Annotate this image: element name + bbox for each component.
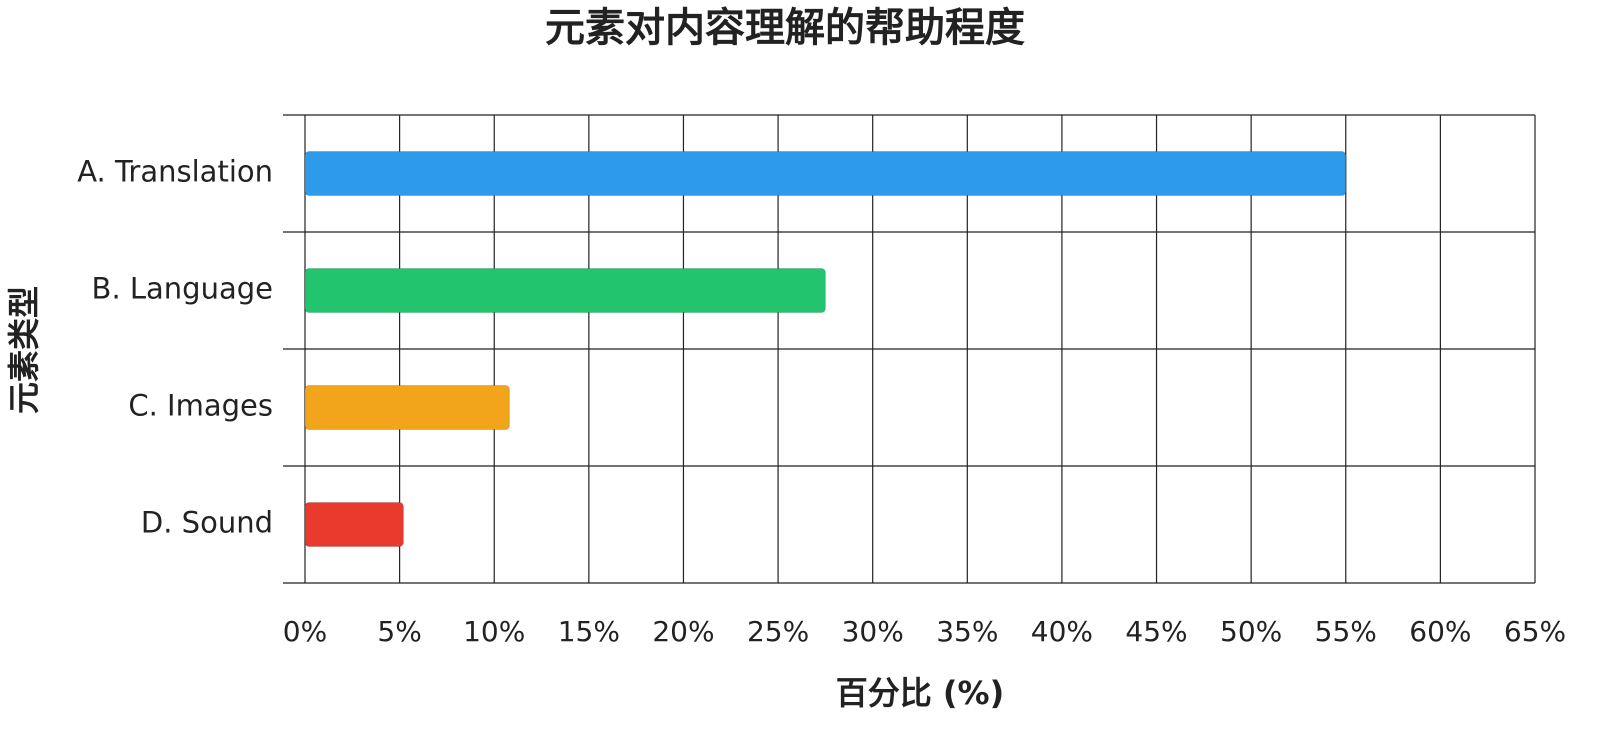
x-tick-label: 55% (1315, 615, 1377, 648)
x-tick-label: 10% (463, 615, 525, 648)
x-tick-label: 25% (747, 615, 809, 648)
x-tick-label: 30% (842, 615, 904, 648)
chart-title: 元素对内容理解的帮助程度 (545, 5, 1025, 51)
bar (304, 502, 404, 547)
y-tick-label: B. Language (92, 272, 273, 306)
y-tick-label: D. Sound (141, 506, 273, 540)
bar (304, 151, 1347, 196)
x-tick-label: 50% (1220, 615, 1282, 648)
x-tick-label: 45% (1125, 615, 1187, 648)
x-tick-label: 35% (936, 615, 998, 648)
x-tick-label: 60% (1409, 615, 1471, 648)
y-tick-label: A. Translation (77, 155, 273, 189)
bar (304, 385, 510, 430)
x-tick-label: 0% (283, 615, 327, 648)
x-tick-label: 5% (377, 615, 421, 648)
bar (304, 268, 826, 313)
x-tick-label: 20% (652, 615, 714, 648)
x-tick-label: 65% (1504, 615, 1566, 648)
x-tick-label: 15% (558, 615, 620, 648)
x-axis-title: 百分比 (%) (836, 674, 1004, 712)
y-axis-title: 元素类型 (5, 286, 43, 414)
x-tick-label: 40% (1031, 615, 1093, 648)
y-tick-label: C. Images (128, 389, 273, 423)
